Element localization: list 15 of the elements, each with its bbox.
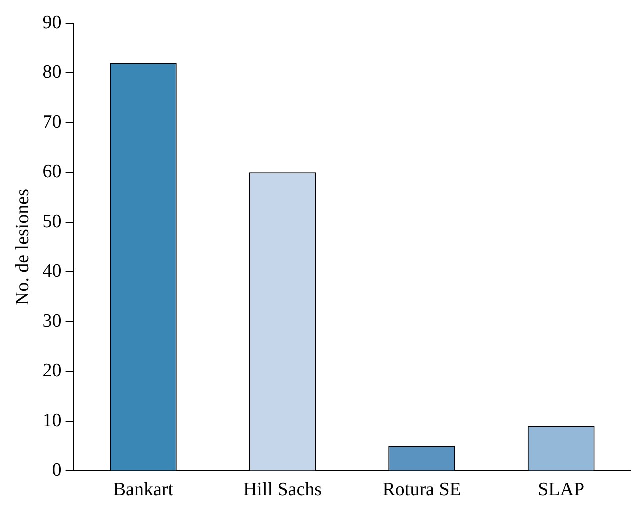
x-tick-label: Rotura SE [382,480,462,501]
x-tick-label: Bankart [113,480,174,501]
y-tick-label: 80 [42,62,62,84]
y-tick-label: 30 [42,310,62,332]
x-tick-label: SLAP [538,480,585,501]
y-tick-label: 0 [52,460,62,482]
y-tick-label: 70 [42,112,62,133]
y-tick-label: 40 [42,261,62,282]
y-tick-label: 50 [42,211,62,232]
y-tick-label: 10 [42,410,62,432]
x-tick-label: Hill Sachs [243,480,322,501]
y-tick-label: 90 [42,12,62,34]
y-tick-label: 60 [42,162,62,183]
y-axis-title: No. de lesiones [12,188,34,306]
y-tick-label: 20 [42,360,62,382]
